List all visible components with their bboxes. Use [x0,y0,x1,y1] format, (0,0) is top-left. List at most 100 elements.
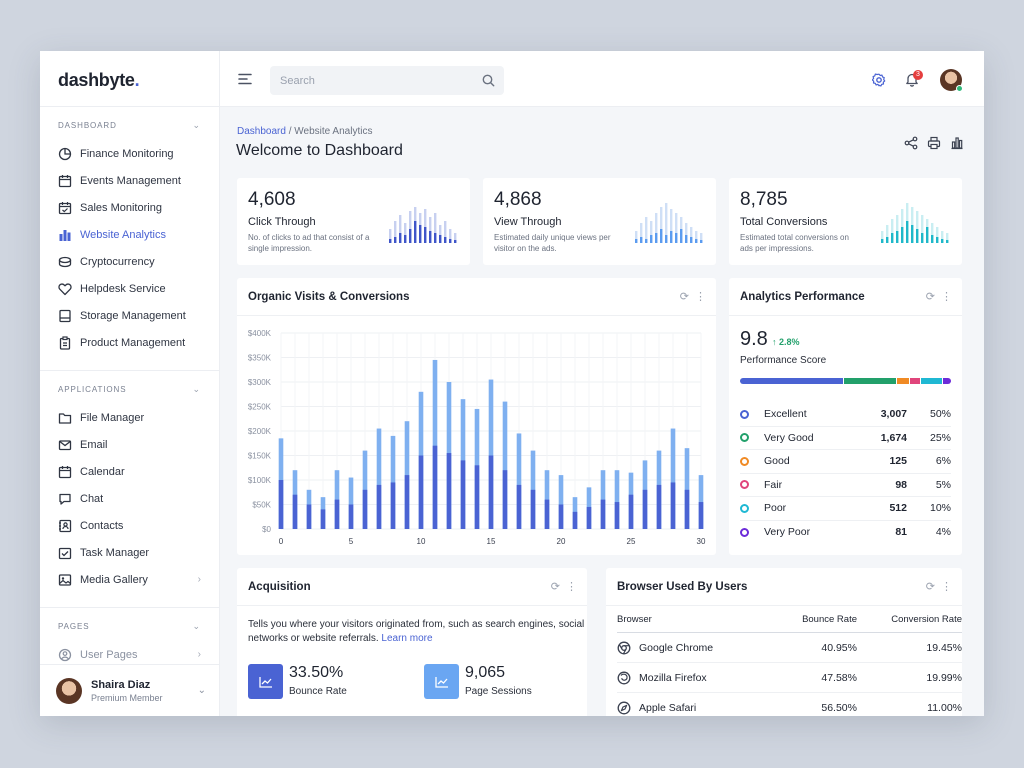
brand-logo[interactable]: dashbyte. [40,51,219,107]
table-row[interactable]: Google Chrome 40.95% 19.45% [617,633,962,663]
sidebar-item-label: Calendar [80,465,125,478]
contacts-icon [59,519,72,532]
sidebar-item-events-management[interactable]: Events Management [58,167,201,194]
chevron-down-icon: ⌄ [192,120,201,130]
more-options-icon[interactable]: ⋮ [695,291,706,303]
sparkline-bar [414,221,417,243]
chevron-right-icon: › [197,574,201,585]
sidebar-item-sales-monitoring[interactable]: Sales Monitoring [58,194,201,221]
refresh-icon[interactable]: ⟳ [550,581,560,593]
firefox-icon [617,671,631,684]
print-icon[interactable] [927,136,941,150]
x-tick-label: 10 [417,537,426,546]
performance-row: Very Good 1,674 25% [740,427,951,450]
conversions-bar [404,475,410,529]
visits-bar [530,450,536,529]
sparkline-bar [901,227,904,243]
sidebar-item-media-gallery[interactable]: Media Gallery › [58,566,201,593]
y-tick-label: $0 [262,525,271,534]
sidebar-item-label: Website Analytics [80,228,167,241]
sparkline-bar [665,235,668,243]
sidebar-item-product-management[interactable]: Product Management [58,329,201,356]
user-role: Premium Member [91,692,163,703]
sparkline-bar [404,235,407,243]
chevron-down-icon[interactable]: ⌄ [197,685,206,696]
user-profile[interactable]: Shaira Diaz Premium Member ⌄ [40,664,220,716]
browser-usage-card: Browser Used By Users ⟳ ⋮ Browser Bounce … [606,568,962,716]
sidebar-item-storage-management[interactable]: Storage Management [58,302,201,329]
search-icon[interactable] [482,74,495,87]
conversions-bar [670,482,676,529]
sidebar-item-file-manager[interactable]: File Manager [58,404,201,431]
bar-chart-icon[interactable] [950,136,964,150]
conversions-bar [362,489,368,529]
sparkline-bar [685,235,688,243]
sidebar-item-email[interactable]: Email [58,431,201,458]
sparkline-bar [891,233,894,243]
sparkline-bar-bg [685,223,688,243]
sparkline-bar-bg [670,209,673,243]
kpi-value: 4,608 [248,189,296,210]
sidebar-item-website-analytics[interactable]: Website Analytics [58,221,201,248]
kpi-description: No. of clicks to ad that consist of a si… [248,233,370,253]
sidebar-item-user-pages[interactable]: User Pages › [58,641,201,668]
browser-table: Browser Bounce Rate Conversion Rate Goog… [617,606,962,716]
image-icon [58,573,72,586]
column-header[interactable]: Browser [617,613,652,625]
sidebar-item-task-manager[interactable]: Task Manager [58,539,201,566]
breadcrumb-link-dashboard[interactable]: Dashboard [237,126,286,137]
table-row[interactable]: Mozilla Firefox 47.58% 19.99% [617,663,962,693]
column-header[interactable]: Conversion Rate [891,613,962,625]
section-header[interactable]: APPLICATIONS ⌄ [58,384,201,394]
sparkline-bar [670,231,673,243]
search-input[interactable] [270,66,504,95]
sparkline-bar-bg [891,219,894,243]
sparkline-bar [389,239,392,243]
breadcrumb-current: Website Analytics [294,126,373,137]
section-header[interactable]: PAGES ⌄ [58,621,201,631]
sparkline-bar-bg [916,211,919,243]
avatar[interactable] [940,69,963,92]
more-options-icon[interactable]: ⋮ [941,291,952,303]
more-options-icon[interactable]: ⋮ [566,581,577,593]
conversions-bar [684,489,690,529]
calendar-icon [58,465,72,478]
sidebar-item-helpdesk-service[interactable]: Helpdesk Service [58,275,201,302]
sparkline-bar [419,225,422,243]
visits-bar [558,475,564,529]
refresh-icon[interactable]: ⟳ [925,291,935,303]
bounce-rate: 47.58% [821,671,857,684]
sidebar-item-finance-monitoring[interactable]: Finance Monitoring [58,140,201,167]
pie-chart-icon [58,147,72,160]
refresh-icon[interactable]: ⟳ [679,291,689,303]
sidebar-item-cryptocurrency[interactable]: Cryptocurrency [58,248,201,275]
sidebar-item-label: Finance Monitoring [80,147,174,160]
refresh-icon[interactable]: ⟳ [925,581,935,593]
table-row[interactable]: Apple Safari 56.50% 11.00% [617,693,962,716]
y-tick-label: $100K [248,476,272,485]
share-icon[interactable] [904,136,918,150]
sparkline-bar-bg [650,221,653,243]
section-header[interactable]: DASHBOARD ⌄ [58,120,201,130]
menu-icon[interactable] [238,73,252,85]
conversions-bar [446,453,452,529]
rating-percent: 6% [935,455,951,468]
sparkline-bar-bg [896,215,899,243]
table-header: Browser Bounce Rate Conversion Rate [617,606,962,633]
y-tick-label: $400K [248,329,272,338]
gear-icon[interactable] [872,73,886,87]
sidebar-item-chat[interactable]: Chat [58,485,201,512]
visits-bar [698,475,704,529]
learn-more-link[interactable]: Learn more [381,633,433,644]
more-options-icon[interactable]: ⋮ [941,581,952,593]
column-header[interactable]: Bounce Rate [802,613,857,625]
sparkline-bar [640,237,643,243]
sidebar-item-contacts[interactable]: Contacts [58,512,201,539]
chrome-icon [617,641,631,654]
visits-bar [516,433,522,529]
conversions-bar [600,499,606,529]
sidebar-item-calendar[interactable]: Calendar [58,458,201,485]
sparkline-bar [931,235,934,243]
kpi-card-view-through: 4,868 View Through Estimated daily uniqu… [483,178,716,265]
sidebar-section-applications: APPLICATIONS ⌄ File Manager Email Calendar C… [40,384,219,593]
